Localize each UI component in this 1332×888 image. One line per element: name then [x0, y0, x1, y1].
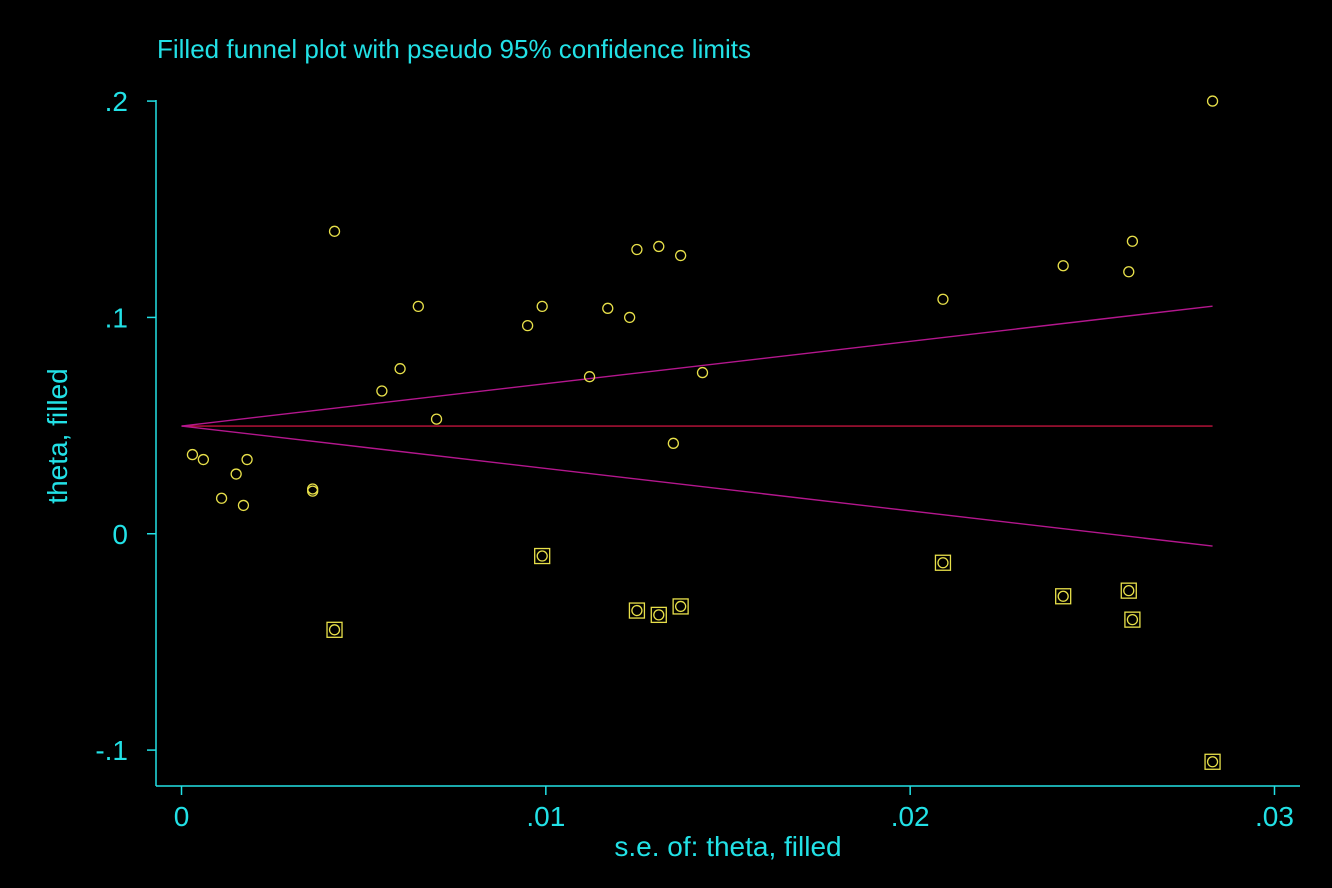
filled-study-square — [672, 598, 689, 615]
observed-study-point — [394, 363, 406, 375]
filled-study-square — [1120, 582, 1137, 599]
filled-study-circle — [674, 600, 687, 613]
observed-study-point — [521, 319, 534, 332]
x-tick-label: .02 — [891, 801, 930, 832]
filled-study-circle — [1123, 584, 1135, 597]
filled-study-point — [672, 598, 689, 615]
observed-study-point — [631, 243, 643, 256]
filled-study-point — [650, 606, 667, 624]
filled-study-square — [534, 547, 551, 565]
y-axis-ticks: -.1 0 .1 .2 — [95, 86, 156, 766]
filled-studies — [326, 547, 1221, 770]
x-axis-title: s.e. of: theta, filled — [614, 831, 841, 862]
filled-study-point — [1055, 588, 1072, 605]
y-tick-label: -.1 — [95, 735, 128, 766]
observed-study-point — [307, 483, 319, 495]
filled-study-point — [628, 602, 646, 619]
x-tick-label: .01 — [526, 801, 565, 832]
filled-study-circle — [1206, 756, 1219, 768]
funnel-lines — [181, 305, 1213, 547]
observed-study-point — [1206, 95, 1219, 107]
observed-study-point — [937, 293, 949, 305]
y-tick-label: .1 — [105, 302, 128, 333]
filled-study-square — [326, 621, 343, 638]
filled-study-square — [1204, 753, 1221, 770]
filled-study-circle — [937, 557, 949, 569]
observed-study-point — [1123, 266, 1135, 278]
observed-study-point — [653, 240, 665, 253]
filled-study-square — [628, 602, 646, 619]
observed-study-point — [583, 371, 596, 383]
filled-study-point — [1204, 753, 1221, 770]
filled-study-square — [1055, 588, 1072, 605]
observed-study-point — [430, 413, 443, 425]
filled-study-square — [934, 554, 952, 571]
observed-study-point — [674, 249, 687, 262]
observed-study-point — [230, 468, 242, 480]
observed-study-point — [1057, 260, 1069, 272]
filled-study-square — [650, 606, 667, 624]
x-tick-label: 0 — [174, 801, 190, 832]
filled-study-circle — [631, 604, 643, 617]
filled-study-point — [1120, 582, 1137, 599]
filled-study-square — [1124, 611, 1141, 628]
observed-studies — [186, 95, 1219, 512]
axes — [155, 100, 1300, 787]
observed-study-point — [667, 437, 680, 449]
observed-study-point — [186, 448, 199, 461]
filled-study-circle — [1057, 590, 1069, 602]
filled-study-point — [1124, 611, 1141, 628]
observed-study-point — [412, 300, 424, 313]
y-tick-label: 0 — [112, 519, 128, 550]
observed-study-point — [215, 492, 228, 504]
filled-study-circle — [536, 550, 548, 562]
observed-study-point — [376, 385, 388, 397]
y-tick-label: .2 — [105, 86, 128, 117]
observed-study-point — [602, 302, 614, 314]
chart-title: Filled funnel plot with pseudo 95% confi… — [157, 34, 751, 64]
observed-study-point — [237, 499, 250, 512]
observed-study-point — [1126, 235, 1139, 247]
filled-study-circle — [653, 609, 665, 621]
observed-study-point — [696, 366, 709, 379]
filled-study-point — [934, 554, 952, 571]
upper-confidence-limit — [181, 305, 1213, 427]
filled-study-point — [326, 621, 343, 638]
observed-study-point — [623, 311, 636, 324]
observed-study-point — [328, 225, 341, 237]
x-tick-label: .03 — [1255, 801, 1294, 832]
observed-study-point — [197, 453, 210, 466]
filled-study-point — [534, 547, 551, 565]
observed-study-point — [536, 300, 548, 313]
y-axis-title: theta, filled — [42, 368, 73, 503]
filled-study-circle — [1126, 613, 1139, 626]
observed-study-point — [241, 453, 253, 466]
x-axis-ticks: 0 .01 .02 .03 — [174, 786, 1294, 832]
filled-study-circle — [328, 624, 341, 636]
lower-confidence-limit — [181, 425, 1213, 547]
